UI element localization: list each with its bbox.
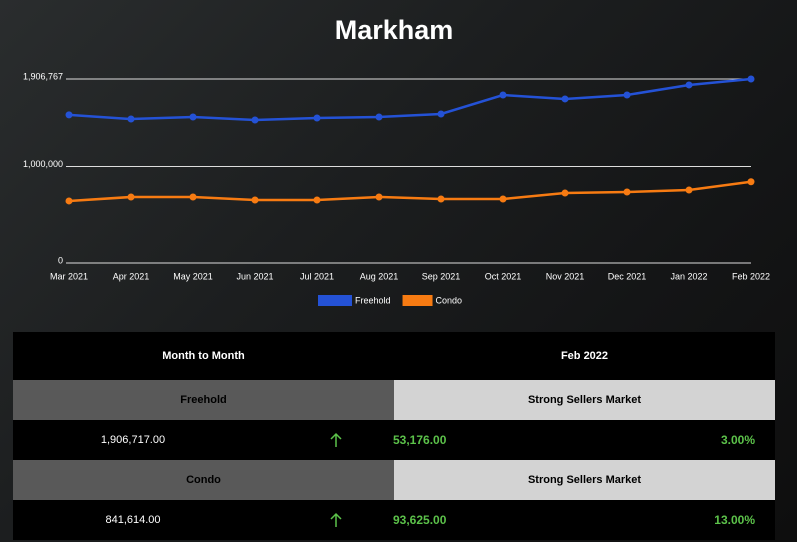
x-tick-label: Jul 2021 bbox=[300, 271, 334, 281]
line bbox=[68, 180, 752, 203]
x-tick-label: Sep 2021 bbox=[422, 271, 461, 281]
table-header: Month to Month Feb 2022 bbox=[13, 332, 775, 380]
y-tick-label: 1,906,767 bbox=[23, 71, 63, 81]
point bbox=[499, 195, 507, 203]
change: 53,176.00 bbox=[393, 433, 447, 447]
legend-label: Condo bbox=[436, 295, 463, 305]
header-cell: Month to Month bbox=[162, 350, 245, 362]
point bbox=[65, 197, 73, 205]
price: 1,906,717.00 bbox=[100, 434, 166, 446]
section-name: Condo bbox=[13, 460, 394, 500]
legend-label: Freehold bbox=[355, 295, 391, 305]
market-status: Strong Sellers Market bbox=[394, 380, 775, 420]
section-name: Freehold bbox=[13, 380, 394, 420]
point bbox=[623, 91, 631, 99]
chart: Markham 0 1,000,000 1,906,767 Mar 2021 Apr 2… bbox=[23, 15, 770, 306]
point bbox=[623, 188, 631, 196]
section-header: Freehold Strong Sellers Market bbox=[13, 380, 775, 420]
y-tick-label: 0 bbox=[58, 255, 63, 265]
point bbox=[189, 193, 197, 201]
section-header: Condo Strong Sellers Market bbox=[13, 460, 775, 500]
y-tick-label: 1,000,000 bbox=[23, 159, 63, 169]
point bbox=[65, 111, 73, 119]
x-tick-label: Oct 2021 bbox=[485, 271, 522, 281]
price: 841,614.00 bbox=[105, 514, 161, 526]
point bbox=[313, 196, 321, 204]
point bbox=[499, 91, 507, 99]
arrow-icon bbox=[330, 512, 342, 527]
legend-swatch bbox=[402, 295, 433, 306]
x-tick-label: May 2021 bbox=[173, 271, 213, 281]
chart-title: Markham bbox=[335, 15, 454, 45]
point bbox=[747, 75, 755, 83]
line bbox=[68, 77, 752, 122]
trend-arrow bbox=[329, 432, 343, 448]
x-tick-label: Apr 2021 bbox=[113, 271, 150, 281]
legend-swatch bbox=[318, 295, 352, 306]
section-row: 1,906,717.00 53,176.00 3.00% bbox=[13, 420, 775, 460]
point bbox=[313, 114, 321, 122]
point bbox=[685, 186, 693, 194]
point bbox=[437, 195, 445, 203]
point bbox=[747, 178, 755, 186]
change: 93,625.00 bbox=[393, 513, 447, 527]
x-tick-label: Jun 2021 bbox=[236, 271, 273, 281]
x-tick-label: Jan 2022 bbox=[670, 271, 707, 281]
arrow-icon bbox=[330, 432, 342, 447]
market-status: Strong Sellers Market bbox=[394, 460, 775, 500]
section-row: 841,614.00 93,625.00 13.00% bbox=[13, 500, 775, 540]
point bbox=[561, 189, 569, 197]
point bbox=[127, 193, 135, 201]
x-tick-label: Nov 2021 bbox=[546, 271, 585, 281]
x-tick-label: Aug 2021 bbox=[360, 271, 399, 281]
point bbox=[251, 116, 259, 124]
point bbox=[561, 95, 569, 103]
trend-arrow bbox=[329, 512, 343, 528]
summary-table: Month to Month Feb 2022 Freehold Strong S… bbox=[13, 332, 775, 540]
point bbox=[685, 81, 693, 89]
x-tick-label: Dec 2021 bbox=[608, 271, 647, 281]
point bbox=[127, 115, 135, 123]
point bbox=[375, 113, 383, 121]
point bbox=[251, 196, 259, 204]
percent: 13.00% bbox=[714, 513, 755, 527]
percent: 3.00% bbox=[720, 433, 755, 447]
x-tick-label: Mar 2021 bbox=[50, 271, 88, 281]
point bbox=[375, 193, 383, 201]
x-tick-label: Feb 2022 bbox=[732, 271, 770, 281]
point bbox=[437, 110, 445, 118]
header-cell: Feb 2022 bbox=[560, 350, 609, 362]
point bbox=[189, 113, 197, 121]
